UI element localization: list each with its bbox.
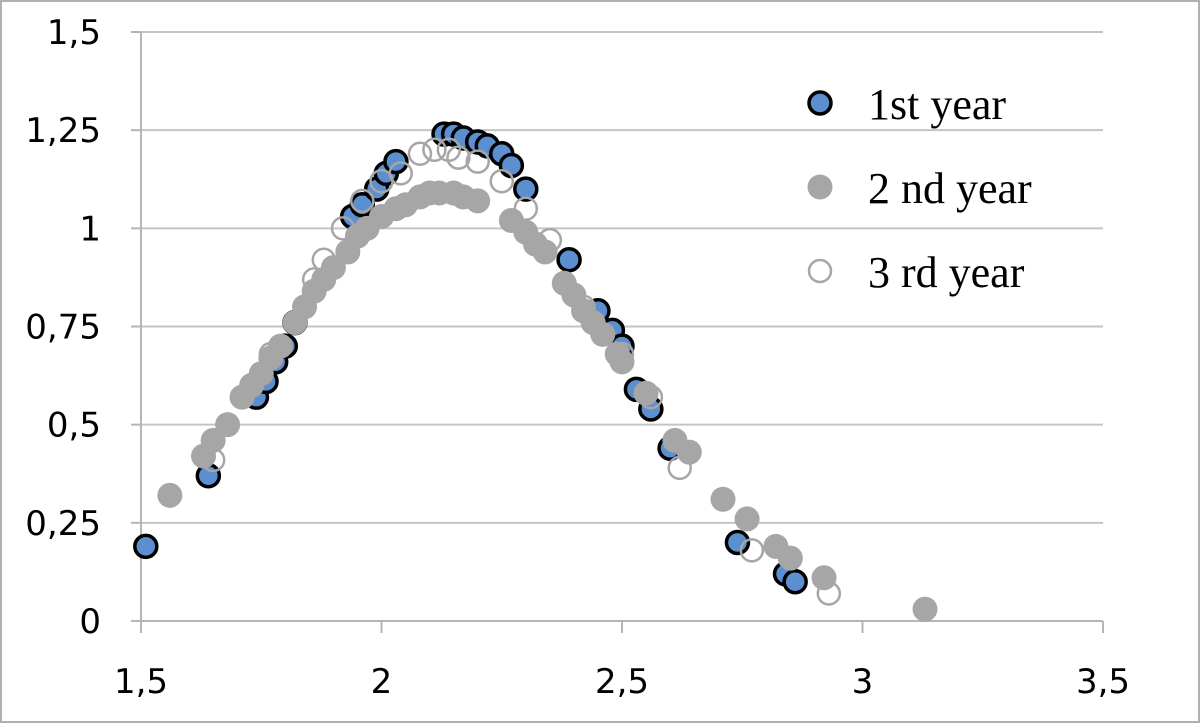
x-tick-label: 2 [371,662,393,702]
legend-item: 1st year [807,80,1006,129]
data-point [571,294,596,320]
data-point [311,247,337,272]
data-point [912,596,938,622]
x-axis: 1,5 2 2,5 3 3,5 [114,620,1130,702]
data-point [590,321,616,347]
y-axis: 0 0,25 0,5 0,75 1 1,25 1,5 [25,13,141,642]
data-point [267,333,293,359]
data-point [465,188,491,214]
data-point [816,581,842,606]
data-point [633,380,659,406]
data-point [133,533,159,560]
legend-item: 2 nd year [807,164,1032,213]
data-point [609,341,635,367]
data-point [537,227,563,253]
data-point [498,152,525,179]
data-point [157,482,183,508]
data-point [782,568,808,595]
data-point [777,545,803,571]
y-tick-label: 0 [79,602,101,642]
data-point [258,341,284,367]
legend-marker [807,90,833,116]
data-point [513,176,539,202]
data-point [422,137,447,163]
series-3 [200,137,842,606]
data-point [320,255,346,281]
data-point [667,455,692,481]
data-point [330,216,356,241]
data-point [407,141,433,166]
data-point [556,246,582,273]
data-point [215,412,241,438]
data-point [446,145,471,170]
x-tick-label: 2,5 [595,662,649,702]
data-point [609,349,635,375]
plot-points [133,121,938,622]
data-point [638,384,664,410]
x-tick-label: 1,5 [114,662,168,702]
legend-label: 1st year [868,80,1006,129]
data-point [724,529,751,556]
y-tick-label: 1 [79,209,101,249]
data-point [532,239,558,265]
x-tick-label: 3,5 [1076,662,1130,702]
legend-marker [807,174,833,200]
legend-label: 2 nd year [868,164,1032,213]
y-tick-label: 1,5 [47,13,101,53]
data-point [301,267,327,292]
data-point [811,565,837,591]
data-point [489,168,514,194]
y-tick-label: 1,25 [25,111,101,151]
legend-marker [807,258,833,284]
legend: 1st year 2 nd year 3 rd year [807,80,1032,297]
data-point [513,196,539,221]
y-tick-label: 0,75 [25,308,101,348]
data-point [350,188,375,214]
legend-item: 3 rd year [807,248,1025,297]
data-point [465,149,490,174]
y-tick-label: 0,5 [47,406,101,446]
data-point [200,447,226,473]
data-point [200,427,226,453]
data-point [710,486,736,512]
y-tick-label: 0,25 [25,504,101,544]
data-point [388,161,413,186]
data-point [734,506,760,532]
series-2 [157,180,938,622]
data-point [739,538,765,563]
legend-label: 3 rd year [868,248,1025,297]
x-tick-label: 3 [852,662,874,702]
